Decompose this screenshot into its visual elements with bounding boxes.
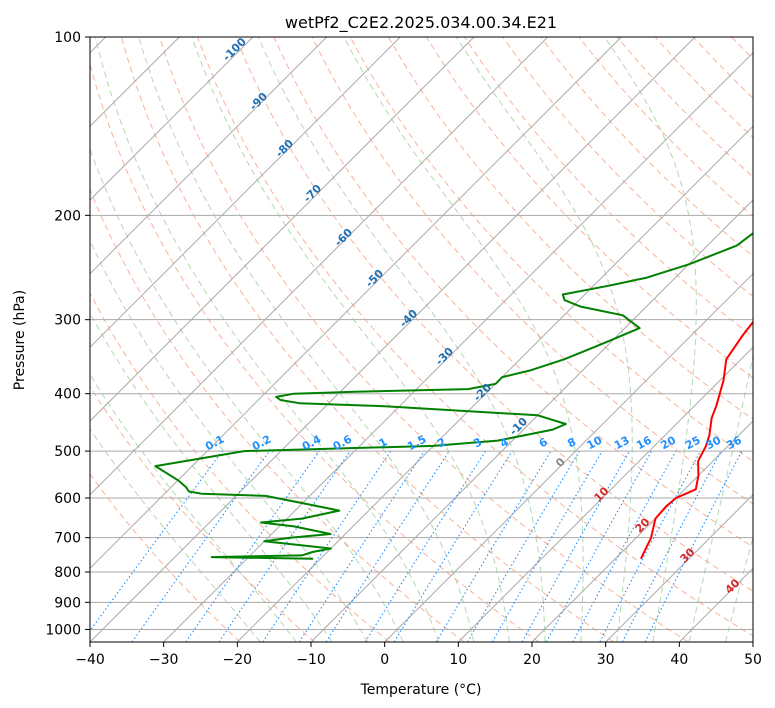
dry-adiabat xyxy=(90,188,465,642)
isotherm-line xyxy=(90,37,622,570)
mixing-ratio-line xyxy=(393,450,513,642)
y-tick-label: 500 xyxy=(54,444,81,460)
mixing-ratio-line xyxy=(521,450,630,642)
chart-title: wetPf2_C2E2.2025.034.00.34.E21 xyxy=(285,13,557,33)
dry-adiabat xyxy=(502,37,753,298)
dry-adiabat xyxy=(311,37,753,505)
y-tick-label: 300 xyxy=(54,313,81,329)
y-axis: 100 200 300 400 500 600 700 800 900 1000 xyxy=(45,30,90,638)
dry-adiabat xyxy=(273,37,753,548)
x-tick-label: 0 xyxy=(380,652,389,668)
isotherm-line xyxy=(90,37,401,349)
y-tick-label: 200 xyxy=(54,208,81,224)
moist-adiabat xyxy=(343,37,584,642)
mixing-ratio-line xyxy=(131,450,270,642)
isotherm-line xyxy=(90,37,696,642)
dry-adiabat xyxy=(90,292,390,642)
mixing-ratio-line xyxy=(218,450,351,642)
mixing-ratio-line xyxy=(644,450,743,642)
dry-adiabat xyxy=(90,385,316,642)
dry-adiabat xyxy=(90,473,241,642)
plot-frame xyxy=(89,36,754,643)
isotherm-line xyxy=(90,37,254,201)
moist-adiabat xyxy=(604,37,697,642)
y-tick-label: 900 xyxy=(54,595,81,611)
mixing-ratio-lines xyxy=(90,450,743,642)
isotherm-line xyxy=(90,37,328,275)
x-tick-label: 50 xyxy=(744,652,762,668)
x-tick-label: −30 xyxy=(149,652,179,668)
dry-adiabat xyxy=(120,37,614,642)
moist-adiabat xyxy=(138,37,475,642)
x-tick-label: −10 xyxy=(296,652,326,668)
isotherm-line xyxy=(531,420,753,642)
moist-adiabat xyxy=(688,353,753,642)
mixing-ratio-line xyxy=(325,450,450,642)
mixing-ratio-line xyxy=(262,450,392,642)
y-tick-label: 1000 xyxy=(45,622,81,638)
moist-adiabat xyxy=(90,427,261,642)
mixing-ratio-label: 10 xyxy=(585,433,605,452)
y-tick-label: 700 xyxy=(54,531,81,547)
mixing-ratio-line xyxy=(298,450,425,642)
mixing-ratio-label: 36 xyxy=(724,433,744,452)
moist-adiabat xyxy=(257,37,546,642)
x-axis: −40 −30 −20 −10 0 10 20 30 40 50 xyxy=(75,642,762,668)
isotherm-line xyxy=(90,37,549,496)
dry-adiabat xyxy=(464,37,753,338)
dry-adiabat xyxy=(90,62,540,642)
x-axis-label: Temperature (°C) xyxy=(360,682,482,698)
y-axis-label: Pressure (hPa) xyxy=(12,290,28,390)
x-tick-label: 10 xyxy=(449,652,467,668)
isotherm-line xyxy=(236,125,753,642)
x-tick-label: −20 xyxy=(223,652,253,668)
mixing-ratio-line xyxy=(185,450,320,642)
dry-adiabat xyxy=(235,37,753,592)
mixing-ratio-line xyxy=(90,450,223,632)
dry-adiabat xyxy=(159,37,689,642)
dry-adiabat xyxy=(349,37,753,462)
moist-adiabat xyxy=(94,37,439,642)
moist-adiabat xyxy=(90,239,369,642)
mixing-ratio-label: 13 xyxy=(612,434,632,453)
isotherm-line xyxy=(457,346,753,642)
data-series xyxy=(154,231,753,560)
y-tick-label: 400 xyxy=(54,387,81,403)
moist-adiabats xyxy=(90,37,753,642)
x-tick-label: 40 xyxy=(670,652,688,668)
temperature-profile xyxy=(639,320,753,560)
moist-adiabat xyxy=(90,311,333,642)
mixing-ratio-label: 20 xyxy=(658,433,678,452)
dewpoint-profile xyxy=(154,231,753,560)
moist-adiabat xyxy=(191,37,510,642)
moist-adiabat xyxy=(90,373,297,642)
y-tick-label: 100 xyxy=(54,30,81,46)
mixing-ratio-label: 16 xyxy=(634,433,654,452)
isotherm-line xyxy=(384,272,753,642)
x-tick-label: −40 xyxy=(75,652,105,668)
isotherm-line xyxy=(605,493,753,642)
dry-adiabat xyxy=(387,37,753,420)
moist-adiabat xyxy=(725,535,753,642)
y-tick-label: 800 xyxy=(54,565,81,581)
moist-adiabat xyxy=(90,147,404,642)
mixing-ratio-label: 25 xyxy=(683,434,703,453)
mixing-ratio-line xyxy=(545,450,653,642)
x-tick-label: 20 xyxy=(523,652,541,668)
isotherm-line xyxy=(90,37,475,422)
y-tick-label: 600 xyxy=(54,491,81,507)
mixing-ratio-line xyxy=(572,450,677,642)
x-tick-label: 30 xyxy=(597,652,615,668)
mixing-ratio-label: 30 xyxy=(704,433,724,452)
